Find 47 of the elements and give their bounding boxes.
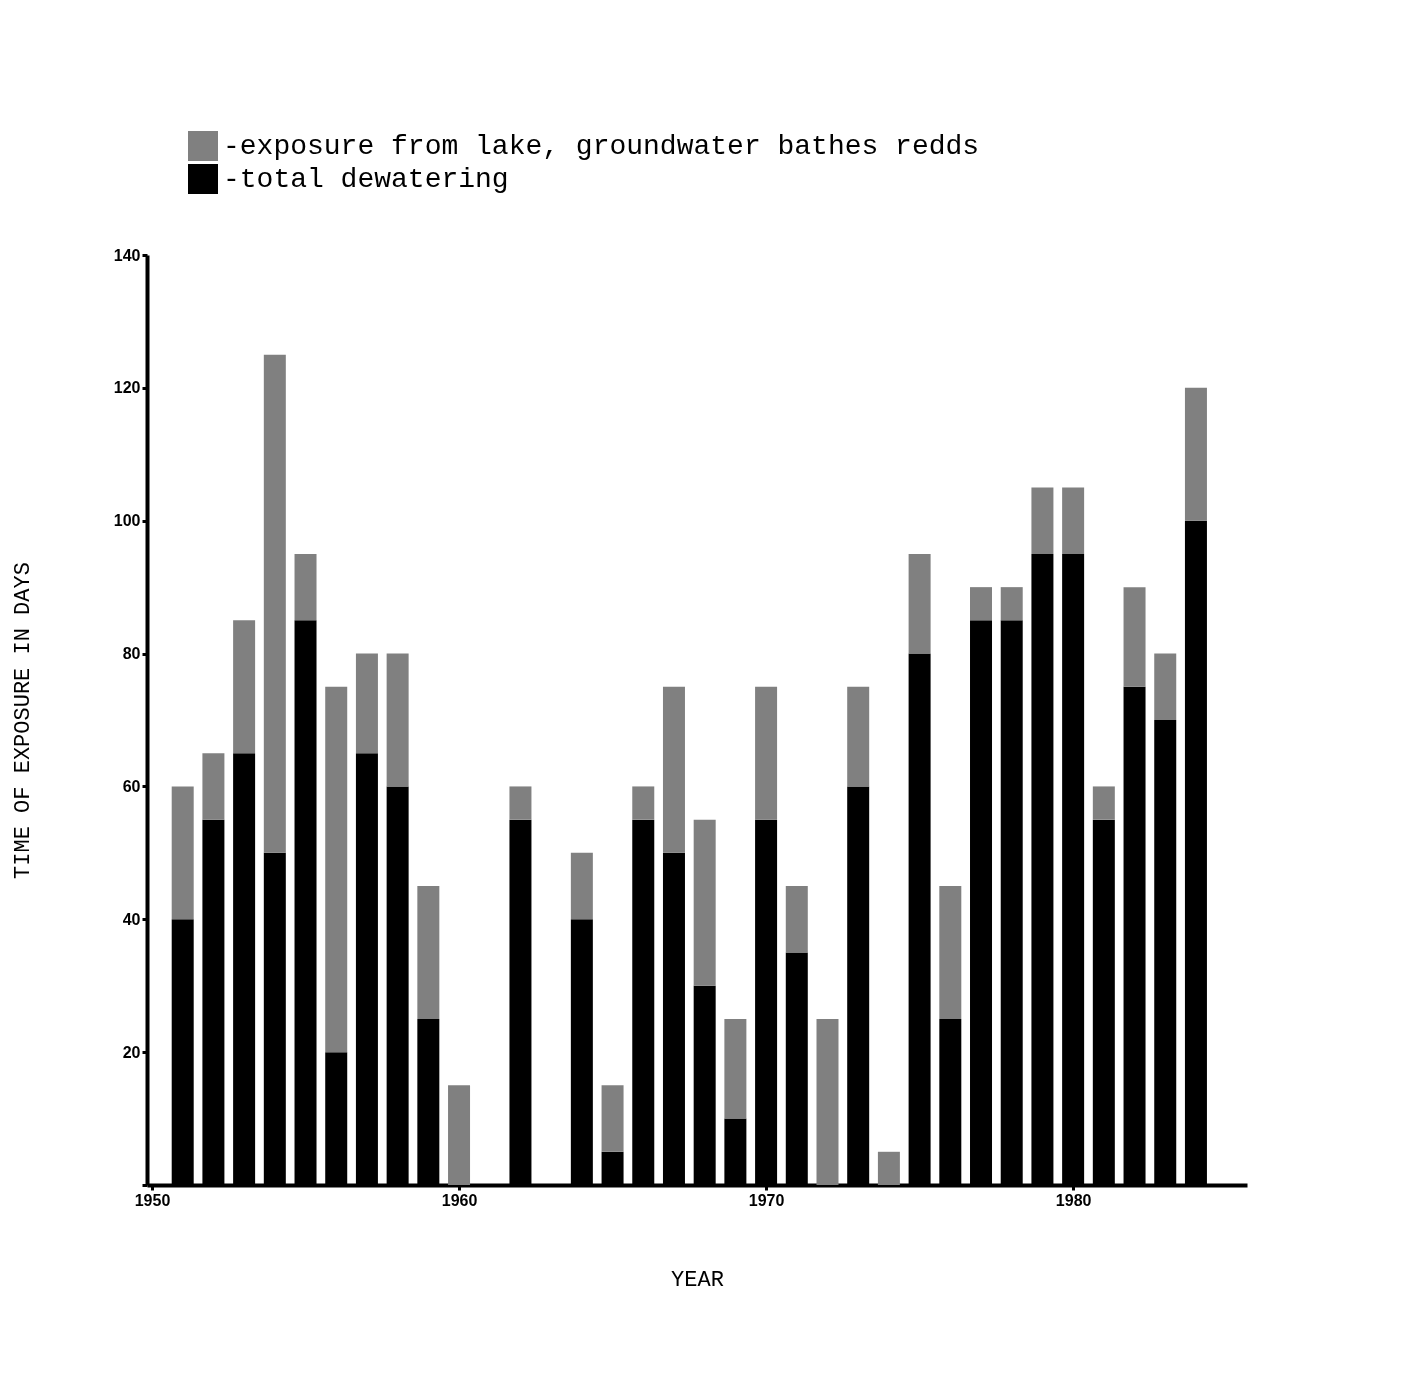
x-tick-label: 1950 [134,1191,171,1209]
bar [877,1151,900,1185]
y-tick-label: 140 [113,246,141,264]
bar [785,886,808,953]
bar [662,686,685,853]
bar [1000,587,1023,621]
x-tick-label: 1970 [748,1191,785,1209]
x-tick-label: 1980 [1055,1191,1092,1209]
bar [939,886,962,1019]
y-tick-label: 20 [122,1043,141,1061]
bar [386,653,409,787]
bar [847,686,870,787]
y-tick-label: 40 [122,910,141,928]
bar [570,852,593,920]
bar [970,587,993,621]
x-tick-label: 1960 [441,1191,478,1209]
legend-label: -exposure from lake, groundwater bathes redds [223,131,980,162]
bar [1092,786,1115,820]
bar [1031,487,1054,554]
bar [325,686,348,1053]
y-tick-label: 120 [113,379,141,397]
bar [1154,653,1177,720]
bar [171,786,194,920]
bar [294,553,317,621]
bar [355,653,378,754]
bar [755,686,778,820]
bar [233,620,256,754]
bar [1123,587,1146,687]
x-axis-title: YEAR [671,1267,724,1293]
bar [448,1085,471,1185]
y-axis-title: TIME OF EXPOSURE IN DAYS [10,562,36,879]
bar [202,753,225,820]
bar [1062,487,1085,554]
bar [632,786,655,820]
bar [601,1085,624,1152]
bar [908,553,931,654]
bar [263,354,286,853]
bar [724,1018,747,1119]
bar [417,886,440,1019]
y-tick-label: 80 [122,645,141,663]
y-tick-label: 100 [113,512,141,530]
bar [693,819,716,986]
y-tick-label: 60 [122,777,141,795]
bar [509,786,532,820]
bar [816,1018,839,1185]
bar [1184,387,1207,521]
legend-label: -total dewatering [223,164,509,195]
